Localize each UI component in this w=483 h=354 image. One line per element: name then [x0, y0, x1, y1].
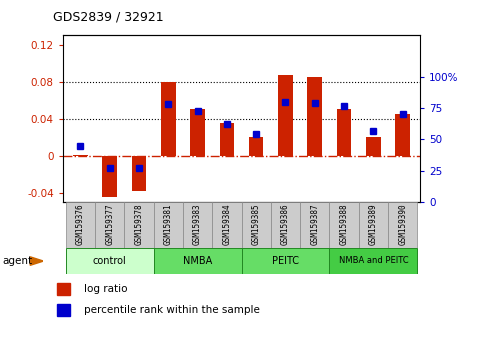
- Text: GSM159388: GSM159388: [340, 203, 349, 245]
- Text: control: control: [93, 256, 127, 266]
- FancyBboxPatch shape: [271, 202, 300, 248]
- FancyBboxPatch shape: [242, 249, 329, 274]
- Text: GSM159376: GSM159376: [76, 203, 85, 245]
- Text: NMBA: NMBA: [183, 256, 212, 266]
- Bar: [57, 304, 70, 316]
- Text: GSM159389: GSM159389: [369, 203, 378, 245]
- FancyBboxPatch shape: [95, 202, 124, 248]
- Text: GSM159390: GSM159390: [398, 203, 407, 245]
- Bar: [337, 109, 351, 155]
- Text: PEITC: PEITC: [272, 256, 299, 266]
- Text: GSM159386: GSM159386: [281, 203, 290, 245]
- Bar: [132, 155, 146, 191]
- FancyBboxPatch shape: [154, 249, 242, 274]
- Bar: [307, 77, 322, 155]
- Bar: [249, 137, 263, 155]
- FancyBboxPatch shape: [183, 202, 212, 248]
- Bar: [102, 155, 117, 197]
- Bar: [278, 75, 293, 155]
- Polygon shape: [30, 257, 43, 266]
- FancyBboxPatch shape: [388, 202, 417, 248]
- Bar: [161, 82, 176, 155]
- Bar: [395, 114, 410, 155]
- Text: percentile rank within the sample: percentile rank within the sample: [84, 305, 259, 315]
- Text: log ratio: log ratio: [84, 284, 127, 294]
- FancyBboxPatch shape: [212, 202, 242, 248]
- Text: GSM159383: GSM159383: [193, 203, 202, 245]
- FancyBboxPatch shape: [66, 249, 154, 274]
- Text: agent: agent: [2, 256, 32, 266]
- Text: GSM159378: GSM159378: [134, 203, 143, 245]
- Text: GSM159381: GSM159381: [164, 203, 173, 245]
- FancyBboxPatch shape: [242, 202, 271, 248]
- Bar: [57, 283, 70, 295]
- Text: GSM159377: GSM159377: [105, 203, 114, 245]
- FancyBboxPatch shape: [66, 202, 95, 248]
- Bar: [220, 123, 234, 155]
- Bar: [190, 109, 205, 155]
- Text: GSM159385: GSM159385: [252, 203, 261, 245]
- FancyBboxPatch shape: [359, 202, 388, 248]
- FancyBboxPatch shape: [329, 249, 417, 274]
- Text: GSM159384: GSM159384: [222, 203, 231, 245]
- FancyBboxPatch shape: [329, 202, 359, 248]
- Text: GSM159387: GSM159387: [310, 203, 319, 245]
- FancyBboxPatch shape: [300, 202, 329, 248]
- Text: NMBA and PEITC: NMBA and PEITC: [339, 256, 408, 265]
- Bar: [366, 137, 381, 155]
- FancyBboxPatch shape: [154, 202, 183, 248]
- Text: GDS2839 / 32921: GDS2839 / 32921: [53, 11, 164, 24]
- FancyBboxPatch shape: [124, 202, 154, 248]
